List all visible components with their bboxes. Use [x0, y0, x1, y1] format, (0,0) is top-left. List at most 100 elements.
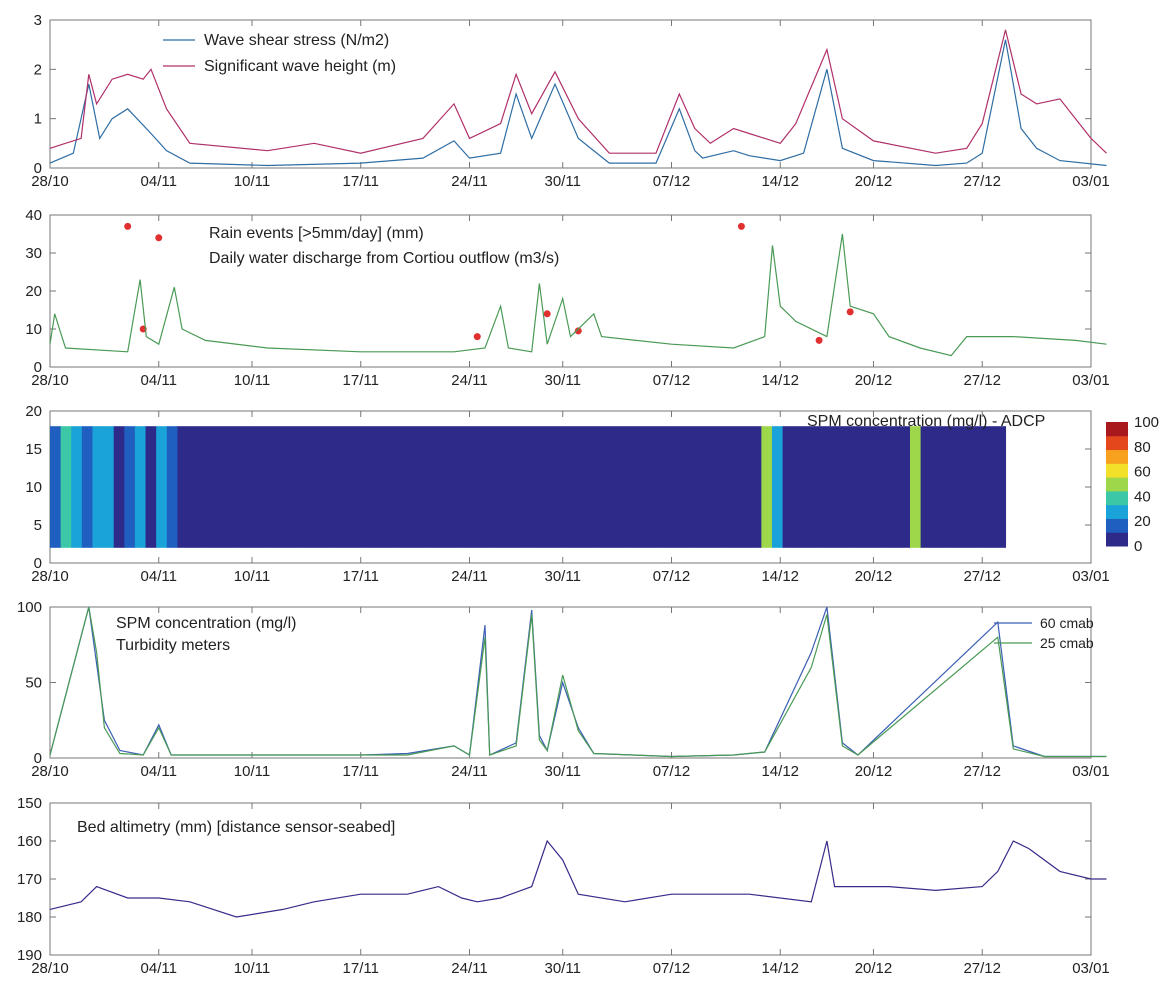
heatmap-cell [941, 426, 953, 548]
panel-4: 0 50 100 28/10 04/11 10/11 17/11 24/11 30/11 07/1… [17, 599, 1110, 780]
x-tick-label: 17/11 [343, 763, 379, 780]
heatmap-cell [984, 426, 996, 548]
x-tick-label: 28/10 [31, 372, 69, 389]
heatmap-cell [379, 426, 391, 548]
heatmap-cell [750, 426, 762, 548]
heatmap-cell [846, 426, 858, 548]
heatmap-cell [347, 426, 359, 548]
heatmap-cell [644, 426, 656, 548]
legend-label: Wave shear stress (N/m2) [204, 32, 389, 49]
heatmap-cell [825, 426, 837, 548]
y-tick-label: 0 [34, 555, 42, 572]
x-tick-label: 20/12 [855, 763, 893, 780]
y-tick-label: 10 [25, 321, 42, 338]
heatmap-cell [145, 426, 157, 548]
heatmap-cell [835, 426, 847, 548]
axes-frame [49, 214, 1092, 368]
colorbar-tick-label: 100 [1134, 414, 1159, 431]
heatmap-cell [304, 426, 316, 548]
x-tick-label: 20/12 [855, 960, 893, 977]
axes-frame [49, 19, 1092, 169]
annotation-panel-2: Rain events [>5mm/day] (mm) Daily water d… [209, 225, 559, 267]
heatmap-cell [421, 426, 433, 548]
x-tick-label: 27/12 [963, 173, 1001, 190]
x-tick-label: 07/12 [653, 763, 691, 780]
x-tick-label: 03/01 [1072, 568, 1110, 585]
rain-event-point [574, 327, 582, 335]
heatmap-cell [464, 426, 476, 548]
colorbar-segment [1106, 449, 1128, 464]
heatmap-cell [878, 426, 890, 548]
x-tick-label: 24/11 [451, 960, 487, 977]
heatmap-cell [262, 426, 274, 548]
x-tick-label: 27/12 [963, 568, 1001, 585]
x-tick-label: 20/12 [855, 372, 893, 389]
heatmap-cell [251, 426, 263, 548]
x-tick-label: 14/12 [761, 763, 799, 780]
x-tick-label: 14/12 [761, 372, 799, 389]
heatmap-cell [612, 426, 624, 548]
series-line-2 [49, 606, 1107, 758]
heatmap-cell [92, 426, 104, 548]
x-tick-label: 28/10 [31, 173, 69, 190]
heatmap-cell [909, 426, 922, 548]
y-tick-label: 180 [17, 909, 42, 926]
x-tick-label: 30/11 [545, 372, 581, 389]
heatmap-cell [602, 426, 614, 548]
heatmap-cell [771, 426, 784, 548]
heatmap-cell [538, 426, 550, 548]
heatmap-cell [442, 426, 454, 548]
heatmap-cell [517, 426, 529, 548]
panel-title: SPM concentration (mg/l) - ADCP [807, 413, 1045, 430]
x-tick-label: 04/11 [141, 960, 177, 977]
heatmap-cell [60, 426, 72, 548]
colorbar-segment [1106, 490, 1128, 506]
heatmap-cell [591, 426, 603, 548]
x-tick-label: 30/11 [545, 763, 581, 780]
panel-3: 0 5 10 15 20 28/10 04/11 10/11 17/11 24/11 30/11 07… [25, 403, 1159, 585]
heatmap-cell [549, 426, 561, 548]
y-tick-label: 20 [25, 403, 42, 420]
legend-panel-1: Wave shear stress (N/m2) Significant wave… [163, 32, 396, 75]
heatmap-cell [888, 426, 900, 548]
series-line-1 [49, 839, 1107, 918]
y-tick-label: 10 [25, 479, 42, 496]
heatmap-cell [124, 426, 136, 548]
heatmap-cell [793, 426, 805, 548]
heatmap-cell [389, 426, 401, 548]
x-tick-label: 28/10 [31, 960, 69, 977]
x-tick-label: 17/11 [343, 960, 379, 977]
rain-event-point [155, 234, 163, 242]
x-tick-label: 14/12 [761, 568, 799, 585]
annotation-panel-5: Bed altimetry (mm) [distance sensor-seab… [77, 819, 395, 836]
x-tick-label: 24/11 [451, 173, 487, 190]
heatmap-cell [113, 426, 125, 548]
colorbar-tick-label: 60 [1134, 464, 1151, 481]
x-tick-label: 10/11 [234, 763, 270, 780]
x-tick-label: 30/11 [545, 173, 581, 190]
heatmap-cell [103, 426, 115, 548]
colorbar-segment [1106, 504, 1128, 519]
heatmap-cell [81, 426, 93, 548]
y-tick-label: 100 [17, 599, 42, 616]
panel-annotation: Daily water discharge from Cortiou outfl… [209, 250, 559, 267]
x-tick-label: 07/12 [653, 372, 691, 389]
heatmap-cell [761, 426, 773, 548]
heatmap-cell [156, 426, 168, 548]
heatmap-cell [209, 426, 221, 548]
heatmap-cell [867, 426, 879, 548]
rain-event-point [737, 222, 745, 230]
heatmap-cell [241, 426, 253, 548]
colorbar-segment [1106, 463, 1128, 478]
heatmap-cell [633, 426, 646, 548]
y-tick-label: 3 [34, 12, 42, 29]
heatmap-cell [166, 426, 178, 548]
heatmap-cell [368, 426, 380, 548]
series-line-2 [49, 29, 1107, 154]
x-tick-label: 03/01 [1072, 372, 1110, 389]
x-tick-label: 27/12 [963, 960, 1001, 977]
heatmap-cell [559, 426, 571, 548]
x-tick-label: 30/11 [545, 568, 581, 585]
heatmap-cell [336, 426, 348, 548]
